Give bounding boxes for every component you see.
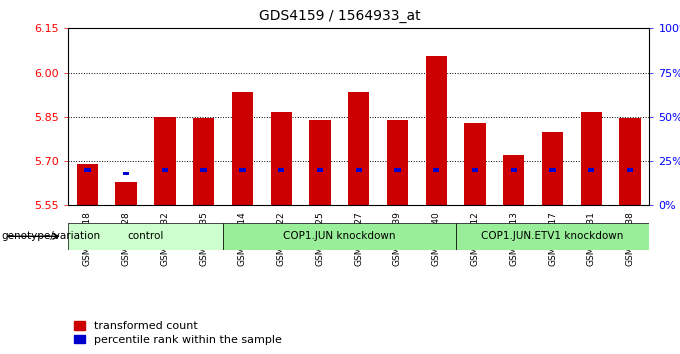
- Bar: [472, 168, 478, 172]
- Bar: [433, 168, 439, 172]
- Bar: [387, 120, 408, 205]
- Bar: [542, 132, 563, 205]
- Bar: [549, 168, 556, 172]
- Bar: [426, 56, 447, 205]
- Text: control: control: [127, 231, 164, 241]
- Bar: [309, 120, 330, 205]
- Bar: [588, 168, 594, 172]
- Bar: [154, 117, 175, 205]
- Bar: [232, 92, 253, 205]
- Bar: [456, 223, 649, 250]
- Text: COP1.JUN knockdown: COP1.JUN knockdown: [283, 231, 396, 241]
- Bar: [116, 182, 137, 205]
- Bar: [68, 223, 223, 250]
- Bar: [348, 92, 369, 205]
- Bar: [271, 112, 292, 205]
- Legend: transformed count, percentile rank within the sample: transformed count, percentile rank withi…: [73, 321, 282, 345]
- Text: COP1.JUN.ETV1 knockdown: COP1.JUN.ETV1 knockdown: [481, 231, 624, 241]
- Bar: [627, 168, 633, 172]
- Bar: [464, 123, 486, 205]
- Bar: [394, 168, 401, 172]
- Bar: [503, 155, 524, 205]
- Bar: [193, 118, 214, 205]
- Text: genotype/variation: genotype/variation: [1, 232, 101, 241]
- Bar: [223, 223, 456, 250]
- Bar: [162, 168, 168, 172]
- Bar: [201, 168, 207, 172]
- Bar: [317, 168, 323, 172]
- Bar: [278, 168, 284, 172]
- Bar: [84, 168, 90, 172]
- Bar: [511, 168, 517, 172]
- Bar: [356, 168, 362, 172]
- Bar: [77, 164, 98, 205]
- Bar: [619, 118, 641, 205]
- Bar: [123, 172, 129, 175]
- Bar: [581, 112, 602, 205]
- Bar: [239, 168, 245, 172]
- Text: GDS4159 / 1564933_at: GDS4159 / 1564933_at: [259, 9, 421, 23]
